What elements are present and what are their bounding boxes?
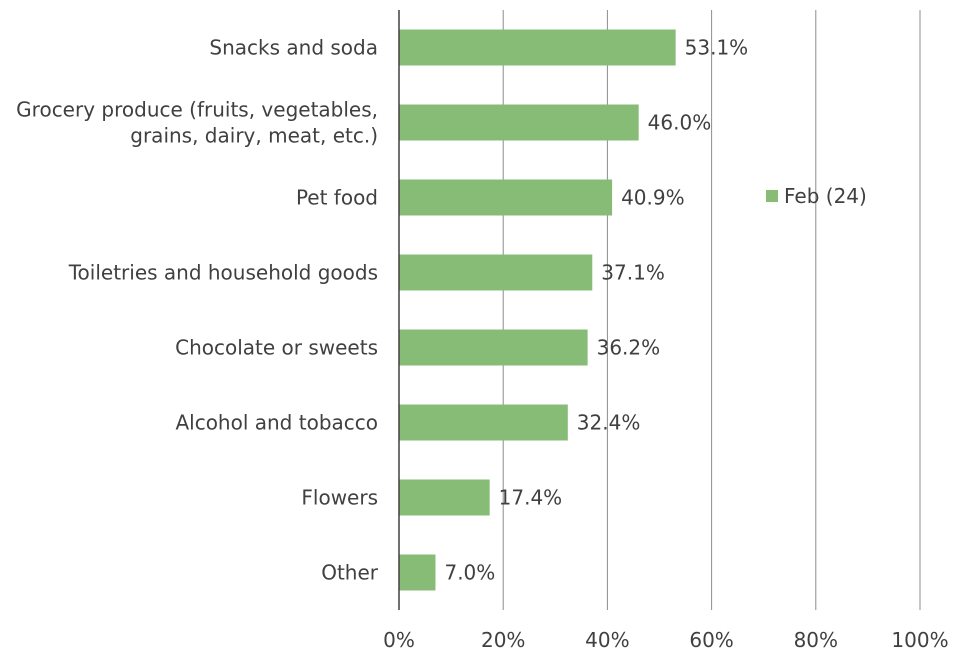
category-label: Chocolate or sweets bbox=[175, 336, 378, 360]
legend: Feb (24) bbox=[766, 184, 867, 208]
x-tick-label: 0% bbox=[383, 628, 415, 652]
data-labels: 53.1% 46.0% 40.9% 37.1% 36.2% 32.4% 17.4% 7.0% bbox=[444, 36, 748, 585]
bars bbox=[399, 29, 676, 591]
data-label: 36.2% bbox=[597, 336, 661, 360]
category-label-line: Chocolate or sweets bbox=[175, 336, 378, 360]
data-label: 53.1% bbox=[685, 36, 749, 60]
data-label: 17.4% bbox=[499, 486, 563, 510]
category-label: Toiletries and household goods bbox=[68, 261, 378, 285]
category-label: Other bbox=[321, 561, 379, 585]
category-label-line: Flowers bbox=[301, 486, 378, 510]
category-label-line: Other bbox=[321, 561, 379, 585]
bar bbox=[399, 179, 613, 216]
category-label-line: grains, dairy, meat, etc.) bbox=[130, 124, 378, 148]
category-label-line: Snacks and soda bbox=[209, 36, 378, 60]
bar bbox=[399, 479, 490, 516]
category-label: Flowers bbox=[301, 486, 378, 510]
bar bbox=[399, 29, 676, 66]
bar bbox=[399, 254, 593, 291]
category-label-line: Grocery produce (fruits, vegetables, bbox=[16, 98, 378, 122]
category-label: Pet food bbox=[296, 186, 378, 210]
legend-label: Feb (24) bbox=[784, 184, 867, 208]
x-tick-labels: 0% 20% 40% 60% 80% 100% bbox=[383, 628, 948, 652]
x-tick-label: 80% bbox=[794, 628, 838, 652]
category-label-line: Alcohol and tobacco bbox=[175, 411, 378, 435]
x-tick-label: 100% bbox=[891, 628, 948, 652]
data-label: 7.0% bbox=[444, 561, 495, 585]
bar bbox=[399, 104, 639, 141]
data-label: 46.0% bbox=[648, 111, 712, 135]
x-tick-label: 40% bbox=[585, 628, 629, 652]
category-label-line: Toiletries and household goods bbox=[68, 261, 378, 285]
legend-swatch bbox=[766, 190, 778, 202]
x-tick-label: 60% bbox=[689, 628, 733, 652]
category-label-line: Pet food bbox=[296, 186, 378, 210]
category-label: Snacks and soda bbox=[209, 36, 378, 60]
bar bbox=[399, 329, 588, 366]
gridlines bbox=[502, 10, 921, 610]
category-labels: Snacks and soda Grocery produce (fruits, … bbox=[16, 36, 379, 585]
category-label: Alcohol and tobacco bbox=[175, 411, 378, 435]
data-label: 37.1% bbox=[601, 261, 665, 285]
x-tick-label: 20% bbox=[481, 628, 525, 652]
data-label: 32.4% bbox=[577, 411, 641, 435]
bar bbox=[399, 554, 436, 591]
category-label: Grocery produce (fruits, vegetables, grai… bbox=[16, 98, 378, 148]
bar bbox=[399, 404, 568, 441]
data-label: 40.9% bbox=[621, 186, 685, 210]
